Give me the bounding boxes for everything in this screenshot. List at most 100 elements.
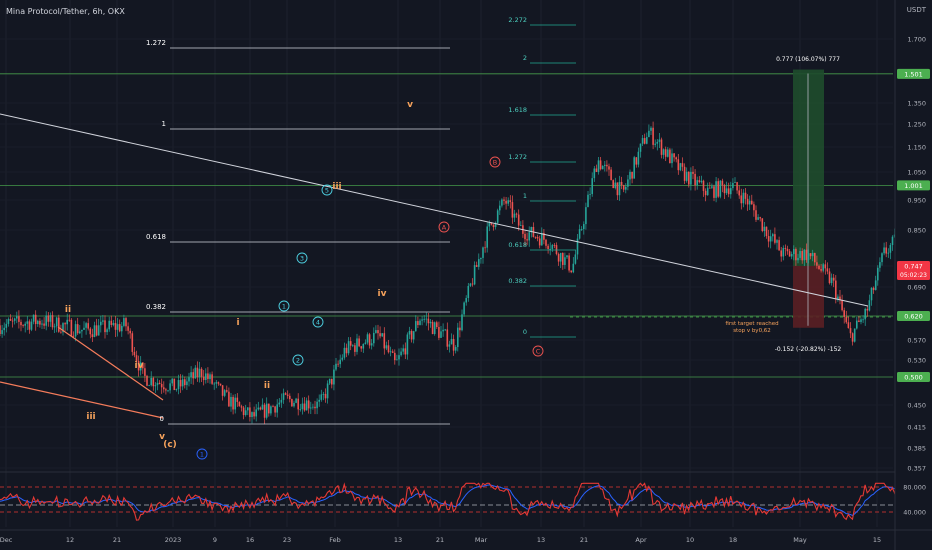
candle-body (265, 403, 268, 418)
candle-body (664, 149, 667, 157)
candle-body (652, 127, 654, 145)
candle-body (513, 213, 516, 218)
candle-body (171, 378, 173, 384)
wave-label: iv (135, 361, 144, 371)
candle-body (305, 400, 308, 411)
candle-body (837, 296, 839, 299)
candle-body (528, 232, 530, 241)
candle-body (501, 199, 503, 206)
candle-body (534, 236, 537, 238)
candle-body (135, 355, 138, 361)
candle-body (22, 325, 24, 327)
price-axis-tick: 1.700 (907, 36, 926, 44)
candle-body (822, 264, 824, 271)
candle-body (179, 380, 182, 387)
candle-body (0, 325, 1, 335)
wave-circle-label: C (536, 348, 541, 356)
candle-body (805, 249, 808, 260)
candle-body (251, 412, 253, 418)
candle-body (446, 329, 449, 347)
candle-body (814, 252, 816, 263)
candle-body (877, 267, 879, 281)
candle-body (816, 262, 818, 266)
candle-body (788, 251, 791, 257)
candle-body (142, 362, 144, 369)
rsi-pane (0, 471, 932, 521)
candle-body (391, 351, 394, 353)
price-badge-value: 1.501 (904, 70, 923, 78)
candle-body (396, 359, 398, 361)
candle-body (694, 173, 696, 186)
candle-body (736, 182, 738, 191)
candle-body (360, 346, 362, 349)
candle-body (690, 171, 692, 185)
wave-circle-marker (296, 252, 308, 264)
candle-body (776, 240, 778, 243)
candle-body (89, 328, 92, 335)
candle-body (463, 302, 465, 315)
candle-body (828, 271, 831, 284)
fib-extension-label: 0.618 (508, 241, 527, 249)
candle-body (583, 224, 585, 230)
candle-body (759, 217, 761, 219)
position-stop-label: -0.152 (-20.82%) -152 (775, 346, 842, 353)
candle-body (595, 168, 598, 172)
candle-body (801, 251, 803, 261)
candle-body (795, 249, 797, 261)
main-pane (0, 0, 893, 527)
candle-body (845, 316, 848, 323)
time-axis-tick: 21 (113, 536, 121, 544)
candle-body (381, 333, 383, 337)
candle-body (160, 383, 163, 388)
candle-body (97, 325, 100, 336)
time-axis-tick: May (793, 536, 807, 544)
candle-body (484, 247, 486, 249)
annotations: 1.272 1 0.618 0.382 0 2.272 2 1.618 1.272 1 0.618 0… (0, 16, 869, 460)
candle-body (133, 351, 136, 356)
candle-body (352, 345, 354, 347)
candle-body (826, 268, 829, 272)
candle-body (335, 363, 337, 370)
candle-body (646, 137, 648, 144)
candle-body (604, 164, 606, 166)
candle-body (469, 283, 472, 286)
candle-body (564, 257, 566, 265)
candle-body (499, 205, 501, 211)
wave-label: (c) (163, 440, 177, 450)
fib-extension-label: 2.272 (508, 16, 527, 24)
candle-body (436, 322, 438, 328)
candle-body (473, 265, 476, 285)
rsi-axis-tick: 80.000 (903, 484, 926, 492)
candle-body (370, 343, 373, 346)
candle-body (545, 239, 547, 246)
candle-body (238, 401, 241, 407)
candle-body (198, 368, 201, 378)
candle-body (696, 180, 698, 186)
candle-body (431, 321, 434, 334)
candle-body (284, 393, 287, 395)
candle-body (618, 181, 621, 196)
wave-label: i (236, 318, 239, 328)
candle-body (412, 331, 415, 340)
candle-body (240, 406, 243, 408)
candle-body (324, 393, 327, 399)
candle-body (572, 263, 575, 273)
time-axis-tick: 10 (686, 536, 694, 544)
candle-body (713, 186, 715, 198)
candle-body (494, 222, 497, 228)
candle-body (215, 382, 218, 384)
candle-body (811, 252, 814, 257)
candle-body (297, 398, 299, 410)
candle-body (415, 321, 417, 332)
candle-body (866, 308, 869, 311)
candle-body (620, 181, 623, 186)
candle-body (383, 333, 386, 349)
candle-body (55, 317, 58, 327)
candle-body (274, 406, 276, 413)
price-axis-tick: 1.250 (907, 121, 926, 129)
candle-body (778, 240, 780, 251)
candle-body (870, 287, 873, 301)
candle-body (555, 245, 558, 255)
candle-body (127, 326, 129, 331)
